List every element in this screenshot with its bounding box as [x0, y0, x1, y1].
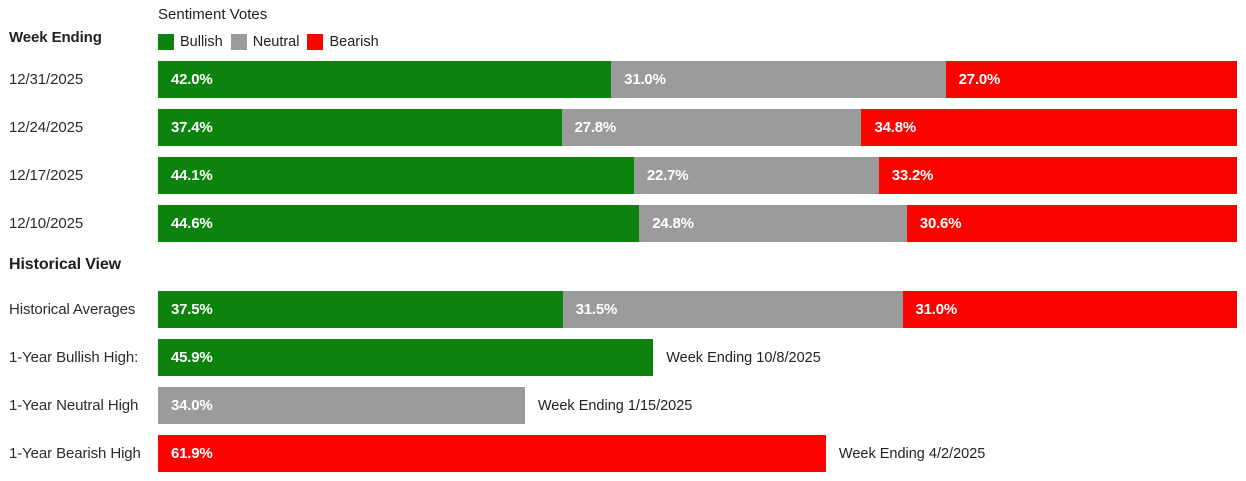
bar-track: 37.5% 31.5% 31.0% [158, 291, 1237, 328]
legend-item-bullish: Bullish [158, 33, 223, 50]
bar-segment-neutral: 34.0% [158, 387, 525, 424]
legend-item-bearish: Bearish [307, 33, 379, 50]
bar-segment-bullish: 45.9% [158, 339, 654, 376]
bar-track: 45.9% Week Ending 10/8/2025 [158, 339, 1237, 376]
bar-segment-neutral: 22.7% [633, 157, 879, 194]
bar-row: 12/31/2025 42.0% 31.0% 27.0% [9, 61, 1237, 98]
row-label: 12/31/2025 [9, 71, 84, 88]
bearish-swatch-icon [307, 33, 324, 50]
bar-track: 37.4% 27.8% 34.8% [158, 109, 1237, 146]
bar-segment-neutral: 31.5% [562, 291, 903, 328]
bar-track: 34.0% Week Ending 1/15/2025 [158, 387, 1237, 424]
chart-legend: Bullish Neutral Bearish [158, 33, 387, 50]
legend-label: Bearish [329, 33, 379, 50]
bar-track: 44.6% 24.8% 30.6% [158, 205, 1237, 242]
row-label: 1-Year Neutral High [9, 397, 139, 414]
title-and-legend: Sentiment Votes Bullish Neutral Bearish [158, 6, 387, 50]
legend-label: Neutral [252, 33, 300, 50]
row-label: 12/17/2025 [9, 167, 84, 184]
bar-segment-bearish: 33.2% [878, 157, 1237, 194]
row-label: 12/24/2025 [9, 119, 84, 136]
bar-row: 12/17/2025 44.1% 22.7% 33.2% [9, 157, 1237, 194]
row-label: 1-Year Bullish High: [9, 349, 139, 366]
bar-segment-bullish: 37.4% [158, 109, 562, 146]
bullish-swatch-icon [158, 33, 174, 50]
bar-track: 61.9% Week Ending 4/2/2025 [158, 435, 1237, 472]
bar-segment-neutral: 31.0% [611, 61, 946, 98]
bar-row: 12/10/2025 44.6% 24.8% 30.6% [9, 205, 1237, 242]
bar-row: 12/24/2025 37.4% 27.8% 34.8% [9, 109, 1237, 146]
bar-segment-bullish: 44.1% [158, 157, 634, 194]
bar-segment-bearish: 34.8% [861, 109, 1237, 146]
legend-label: Bullish [180, 33, 223, 50]
historical-view-heading: Historical View [9, 256, 122, 273]
bar-segment-bullish: 37.5% [158, 291, 563, 328]
bar-annotation: Week Ending 10/8/2025 [666, 349, 821, 366]
bar-segment-bullish: 44.6% [158, 205, 640, 242]
row-label: 12/10/2025 [9, 215, 84, 232]
bar-annotation: Week Ending 4/2/2025 [838, 445, 986, 462]
legend-item-neutral: Neutral [230, 33, 300, 50]
neutral-swatch-icon [230, 33, 247, 50]
bar-row: 1-Year Bullish High: 45.9% Week Ending 10/… [9, 339, 1237, 376]
bar-segment-bearish: 61.9% [158, 435, 826, 472]
bar-segment-bearish: 27.0% [945, 61, 1237, 98]
bar-row: 1-Year Bearish High 61.9% Week Ending 4/2/… [9, 435, 1237, 472]
bar-row: 1-Year Neutral High 34.0% Week Ending 1/15… [9, 387, 1237, 424]
chart-title: Sentiment Votes [158, 6, 268, 23]
bar-segment-bearish: 31.0% [902, 291, 1237, 328]
bar-segment-bullish: 42.0% [158, 61, 612, 98]
bar-segment-bearish: 30.6% [906, 205, 1237, 242]
historical-rows: Historical Averages 37.5% 31.5% 31.0% 1-Year… [9, 291, 1237, 472]
bar-segment-neutral: 24.8% [639, 205, 907, 242]
bar-segment-neutral: 27.8% [561, 109, 862, 146]
week-ending-column-header: Week Ending [9, 29, 102, 46]
weekly-rows: 12/31/2025 42.0% 31.0% 27.0% 12/24/2025 37.4%… [9, 61, 1237, 242]
row-label: Historical Averages [9, 301, 136, 318]
row-label: 1-Year Bearish High [9, 445, 141, 462]
bar-row: Historical Averages 37.5% 31.5% 31.0% [9, 291, 1237, 328]
bar-annotation: Week Ending 1/15/2025 [537, 397, 693, 414]
bar-track: 44.1% 22.7% 33.2% [158, 157, 1237, 194]
bar-track: 42.0% 31.0% 27.0% [158, 61, 1237, 98]
chart-header: Week Ending Sentiment Votes Bullish Neutr… [9, 6, 1237, 50]
